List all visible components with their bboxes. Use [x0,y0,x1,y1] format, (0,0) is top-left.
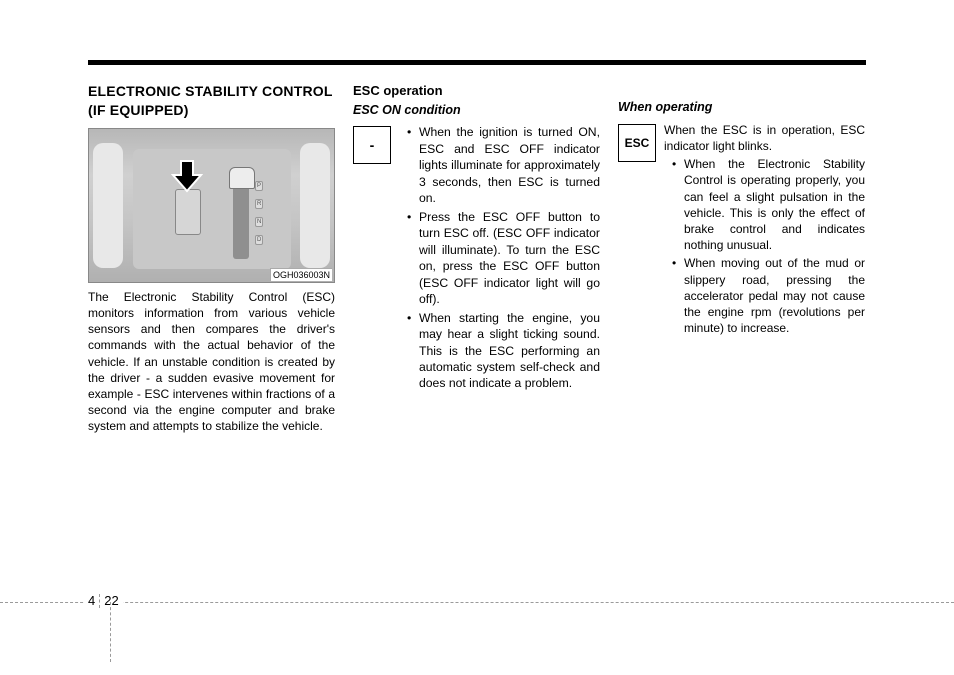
esc-on-bullets: When the ignition is turned ON, ESC and … [399,124,600,394]
indicator-esc-icon: ESC [618,124,656,162]
column-1: ELECTRONIC STABILITY CONTROL (IF EQUIPPE… [88,82,335,434]
esc-operation-heading: ESC operation [353,82,600,100]
bullet-item: When moving out of the mud or slippery r… [676,255,865,336]
figure-code: OGH036003N [270,268,332,281]
gear-label: P [255,181,263,191]
manual-page: ELECTRONIC STABILITY CONTROL (IF EQUIPPE… [0,0,954,675]
bullet-item: Press the ESC OFF button to turn ESC off… [411,209,600,308]
esc-off-button [175,189,201,235]
bullet-item: When starting the engine, you may hear a… [411,310,600,392]
shifter-knob [229,167,255,189]
indicator-blank-label: - [370,136,375,155]
bullet-item: When the ignition is turned ON, ESC and … [411,124,600,206]
gear-label: N [255,217,263,227]
seat-right [300,143,330,268]
spacer [618,82,865,99]
intro-paragraph: The Electronic Stability Control (ESC) m… [88,289,335,435]
center-console: P R N D [133,149,291,269]
page-index: 22 [104,593,118,608]
content-columns: ELECTRONIC STABILITY CONTROL (IF EQUIPPE… [88,82,866,434]
footer-vertical-dash [110,602,111,662]
indicator-esc-label: ESC [625,135,650,151]
section-number: 4 [88,593,95,608]
seat-left [93,143,123,268]
column-2: ESC operation ESC ON condition - When th… [353,82,600,434]
figure-gear-console: P R N D OGH036003N [88,128,335,283]
gear-label: R [255,199,263,209]
when-operating-lead: When the ESC is in operation, ESC indica… [664,122,865,154]
when-operating-body: When the ESC is in operation, ESC indica… [664,122,865,338]
esc-on-condition-heading: ESC ON condition [353,102,600,119]
page-divider [99,594,100,608]
when-operating-bullets: When the Electronic Stability Control is… [664,156,865,336]
column-3: When operating ESC When the ESC is in op… [618,82,865,434]
bullet-item: When the Electronic Stability Control is… [676,156,865,253]
indicator-blank-icon: - [353,126,391,164]
when-operating-row: ESC When the ESC is in operation, ESC in… [618,122,865,338]
footer-dash-line [0,602,954,603]
section-heading: ELECTRONIC STABILITY CONTROL (IF EQUIPPE… [88,82,335,120]
gear-label: D [255,235,263,245]
down-arrow-icon [171,159,203,193]
page-footer: 4 22 [0,593,954,613]
page-number: 4 22 [84,593,123,608]
when-operating-heading: When operating [618,99,865,116]
header-rule [88,60,866,65]
esc-on-row: - When the ignition is turned ON, ESC an… [353,124,600,394]
